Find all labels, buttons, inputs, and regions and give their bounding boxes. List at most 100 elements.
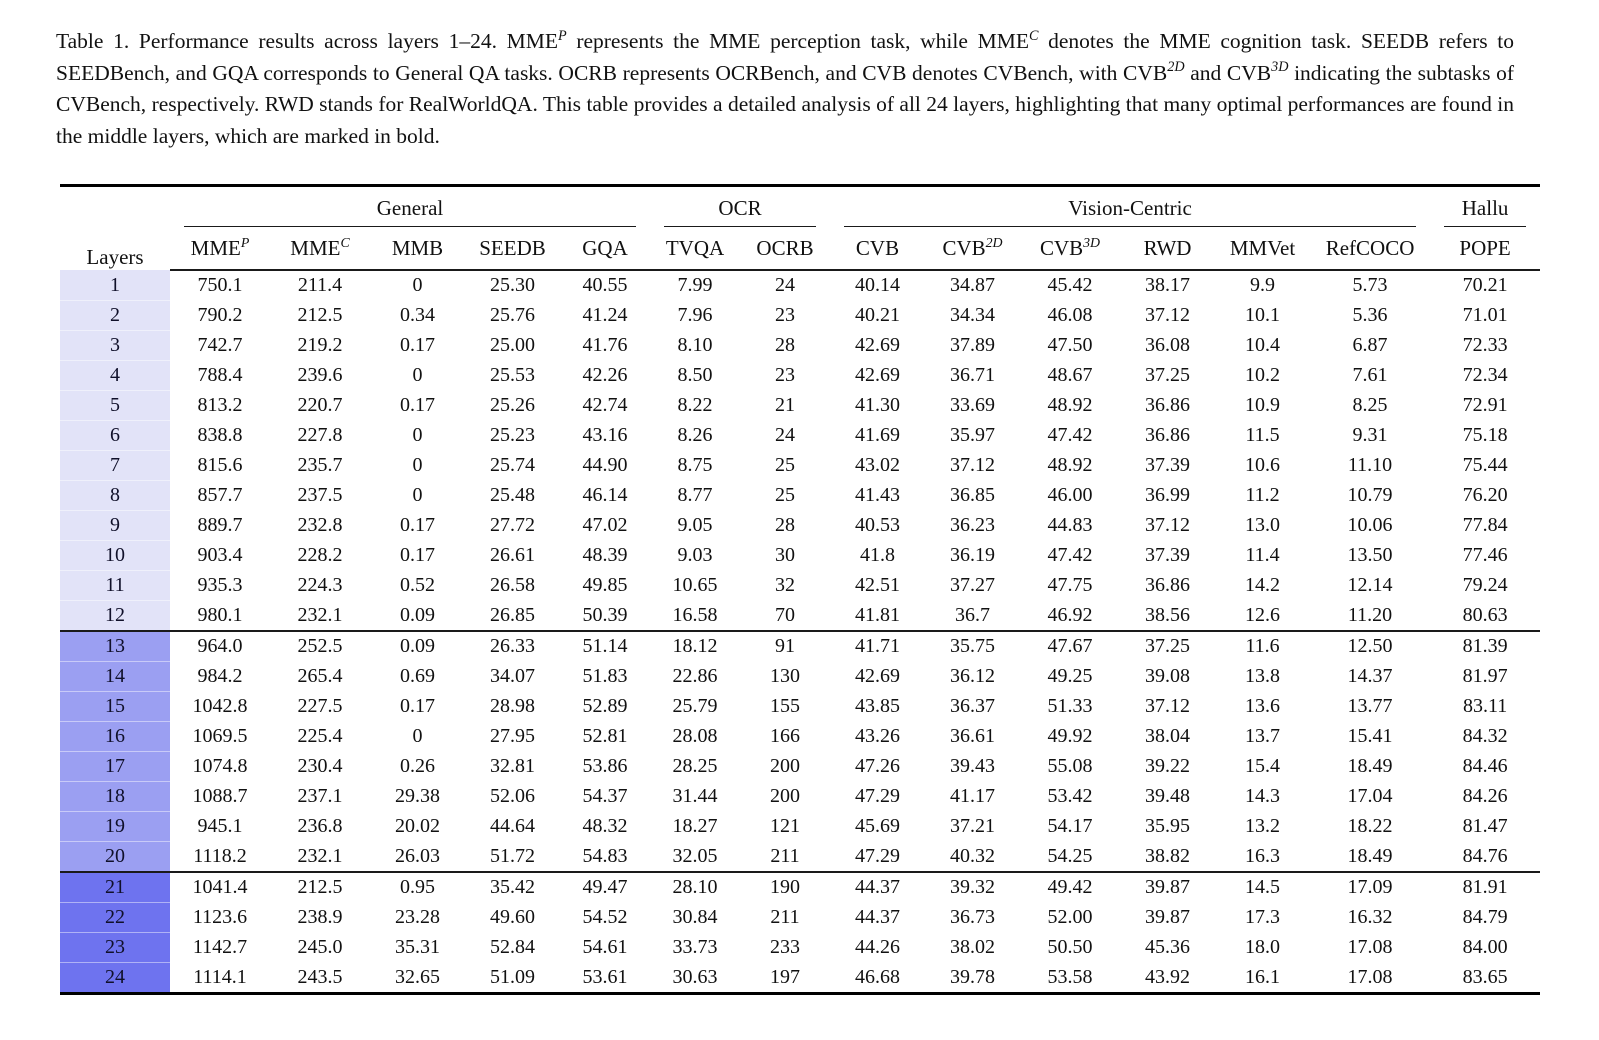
value-cell: 984.2 xyxy=(197,664,243,687)
layer-number-cell: 12 xyxy=(60,600,170,632)
value-cell: 30.84 xyxy=(672,905,718,928)
value-cell: 43.02 xyxy=(855,453,901,476)
value-cell: 41.8 xyxy=(860,543,896,566)
value-cell: 25.23 xyxy=(490,423,535,446)
value-cell: 72.34 xyxy=(1462,363,1508,386)
value-cell: 13.6 xyxy=(1245,694,1281,717)
value-cell: 0.52 xyxy=(400,573,435,596)
value-cell: 8.75 xyxy=(677,453,713,476)
column-header-superscript: C xyxy=(340,234,350,250)
value-cell: 52.89 xyxy=(582,694,628,717)
value-cell: 38.17 xyxy=(1145,274,1191,297)
value-cell: 813.2 xyxy=(197,393,243,416)
value-cell: 903.4 xyxy=(197,543,243,566)
table-row: 20 1118.2 232.1 26.03 51.72 54.83 32.05 211 47.2… xyxy=(60,841,1540,873)
value-cell: 121 xyxy=(770,814,801,837)
layer-number-cell: 6 xyxy=(60,420,170,451)
value-cell: 200 xyxy=(770,754,801,777)
value-cell: 857.7 xyxy=(197,483,243,506)
value-cell: 21 xyxy=(775,393,796,416)
value-cell: 10.4 xyxy=(1245,333,1281,356)
value-cell: 25.48 xyxy=(490,483,535,506)
value-cell: 227.8 xyxy=(297,423,343,446)
value-cell: 52.81 xyxy=(582,724,628,747)
column-header-gqa: GQA xyxy=(560,227,651,272)
value-cell: 0.17 xyxy=(400,694,435,717)
caption-superscript: P xyxy=(557,27,567,44)
value-cell: 83.11 xyxy=(1462,694,1508,717)
layer-number-cell: 18 xyxy=(60,781,170,812)
layer-number-cell: 7 xyxy=(60,450,170,481)
column-group-vision-centric: Vision-Centric xyxy=(830,186,1430,228)
table-row: 9 889.7 232.8 0.17 27.72 47.02 9.05 28 40.53 36.2… xyxy=(60,510,1540,541)
value-cell: 47.29 xyxy=(855,784,901,807)
value-cell: 39.87 xyxy=(1145,905,1191,928)
value-cell: 220.7 xyxy=(297,393,343,416)
layer-number-cell: 16 xyxy=(60,721,170,752)
value-cell: 0.17 xyxy=(400,513,435,536)
value-cell: 37.12 xyxy=(1145,303,1191,326)
value-cell: 36.86 xyxy=(1145,573,1191,596)
value-cell: 42.69 xyxy=(855,664,901,687)
value-cell: 38.02 xyxy=(950,935,996,958)
value-cell: 81.39 xyxy=(1430,629,1541,662)
value-cell: 51.33 xyxy=(1047,694,1093,717)
value-cell: 48.39 xyxy=(582,543,628,566)
value-cell: 49.85 xyxy=(582,573,628,596)
value-cell: 239.6 xyxy=(297,363,343,386)
value-cell: 84.46 xyxy=(1462,754,1508,777)
table-row: 23 1142.7 245.0 35.31 52.84 54.61 33.73 233 44.2… xyxy=(60,932,1540,963)
value-cell: 27.72 xyxy=(490,513,535,536)
layer-number-cell: 17 xyxy=(60,751,170,782)
value-cell: 20.02 xyxy=(395,814,440,837)
layer-number-cell: 22 xyxy=(60,902,170,933)
value-cell: 39.87 xyxy=(1120,870,1216,903)
value-cell: 788.4 xyxy=(197,363,243,386)
value-cell: 10.65 xyxy=(672,573,718,596)
value-cell: 36.73 xyxy=(950,905,996,928)
table-body: 1 750.1 211.4 0 25.30 40.55 7.99 24 40.14 34.87 45… xyxy=(60,270,1541,994)
value-cell: 232.8 xyxy=(297,513,343,536)
value-cell: 91 xyxy=(740,629,831,662)
value-cell: 28.10 xyxy=(650,870,741,903)
value-cell: 0.69 xyxy=(400,664,435,687)
value-cell: 212.5 xyxy=(297,303,343,326)
value-cell: 52.00 xyxy=(1047,905,1093,928)
value-cell: 980.1 xyxy=(197,603,243,626)
value-cell: 17.08 xyxy=(1347,935,1393,958)
value-cell: 8.77 xyxy=(677,483,713,506)
value-cell: 219.2 xyxy=(297,333,343,356)
value-cell: 25.74 xyxy=(490,453,535,476)
value-cell: 34.34 xyxy=(950,303,996,326)
value-cell: 35.75 xyxy=(925,629,1021,662)
value-cell: 48.67 xyxy=(1047,363,1093,386)
value-cell: 11.4 xyxy=(1245,543,1280,566)
value-cell: 47.26 xyxy=(855,754,901,777)
column-header-mmep: MMEP xyxy=(170,227,270,272)
value-cell: 14.37 xyxy=(1347,664,1393,687)
table-row: 15 1042.8 227.5 0.17 28.98 52.89 25.79 155 43.85… xyxy=(60,691,1540,722)
value-cell: 0.95 xyxy=(370,870,465,903)
value-cell: 1069.5 xyxy=(192,724,248,747)
layer-number-cell: 11 xyxy=(60,570,170,601)
value-cell: 5.73 xyxy=(1352,274,1388,297)
value-cell: 51.14 xyxy=(560,629,651,662)
value-cell: 8.10 xyxy=(677,333,713,356)
value-cell: 36.19 xyxy=(950,543,996,566)
value-cell: 46.92 xyxy=(1047,603,1093,626)
value-cell: 36.71 xyxy=(950,363,996,386)
value-cell: 17.04 xyxy=(1347,784,1393,807)
value-cell: 9.05 xyxy=(677,513,713,536)
value-cell: 7.96 xyxy=(677,303,713,326)
column-header-ocrb: OCRB xyxy=(740,227,831,272)
value-cell: 32.05 xyxy=(672,844,718,867)
value-cell: 36.7 xyxy=(955,603,991,626)
value-cell: 50.50 xyxy=(1047,935,1093,958)
value-cell: 47.29 xyxy=(855,844,901,867)
value-cell: 13.2 xyxy=(1245,814,1281,837)
column-header-mmec: MMEC xyxy=(270,227,370,272)
value-cell: 36.86 xyxy=(1145,423,1191,446)
table-row: 21 1041.4 212.5 0.95 35.42 49.47 28.10 190 44.37… xyxy=(60,870,1541,903)
value-cell: 47.42 xyxy=(1047,423,1093,446)
